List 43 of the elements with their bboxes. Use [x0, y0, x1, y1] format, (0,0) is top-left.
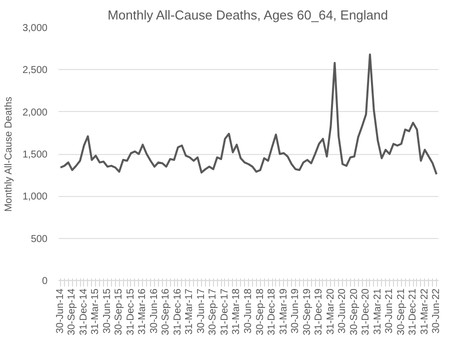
x-tick-label: 30-Sep-21 — [396, 288, 407, 336]
x-tick-label: 31-Mar-17 — [184, 288, 196, 335]
x-tick-label: 30-Sep-16 — [160, 288, 172, 336]
y-tick-label: 0 — [42, 276, 48, 287]
x-tick-label: 30-Jun-15 — [102, 288, 113, 334]
x-tick-label: 30-Jun-18 — [243, 288, 254, 334]
x-tick-label: 31-Dec-16 — [172, 288, 184, 336]
y-tick-label: 500 — [30, 234, 48, 245]
x-tick-label: 31-Mar-19 — [278, 288, 290, 335]
x-tick-label: 30-Jun-22 — [431, 288, 442, 334]
x-tick-label: 30-Sep-14 — [66, 288, 78, 336]
x-tick-label: 31-Mar-22 — [419, 288, 430, 335]
y-axis-title: Monthly All-Cause Deaths — [3, 96, 14, 212]
x-tick-label: 30-Jun-20 — [337, 288, 348, 334]
x-tick-label: 30-Sep-17 — [208, 288, 219, 336]
x-tick-label: 31-Dec-17 — [219, 288, 230, 336]
y-tick-label: 2,500 — [22, 65, 48, 76]
x-tick-label: 31-Dec-21 — [408, 288, 419, 336]
y-tick-label: 1,000 — [22, 192, 48, 203]
y-tick-label: 2,000 — [22, 107, 48, 118]
x-tick-label: 31-Dec-20 — [360, 288, 372, 336]
x-tick-label: 31-Dec-18 — [266, 288, 278, 336]
x-tick-label: 31-Mar-18 — [231, 288, 242, 335]
x-tick-label: 31-Dec-14 — [78, 288, 90, 336]
chart-title: Monthly All-Cause Deaths, Ages 60_64, England — [108, 8, 388, 22]
line-series — [59, 53, 438, 176]
x-tick-label: 30-Sep-15 — [114, 288, 125, 336]
x-tick-label: 30-Jun-19 — [290, 288, 302, 334]
x-tick-label: 30-Jun-21 — [384, 288, 396, 334]
x-tick-label: 31-Mar-16 — [137, 288, 148, 335]
y-tick-label: 1,500 — [22, 150, 48, 160]
x-tick-label: 31-Dec-19 — [314, 288, 325, 336]
x-tick-label: 30-Sep-19 — [302, 288, 313, 336]
x-tick-label: 30-Jun-14 — [54, 288, 66, 334]
x-tick-label: 31-Mar-20 — [325, 288, 336, 335]
x-tick-label: 30-Sep-20 — [348, 288, 360, 336]
x-tick-label: 31-Mar-15 — [90, 288, 102, 335]
y-tick-label: 3,000 — [22, 23, 48, 34]
x-tick-label: 30-Jun-17 — [196, 288, 207, 334]
x-tick-label: 30-Jun-16 — [148, 288, 160, 334]
x-tick-label: 31-Mar-21 — [372, 288, 384, 335]
x-tick-label: 31-Dec-15 — [125, 288, 136, 336]
x-tick-label: 30-Sep-18 — [254, 288, 266, 336]
